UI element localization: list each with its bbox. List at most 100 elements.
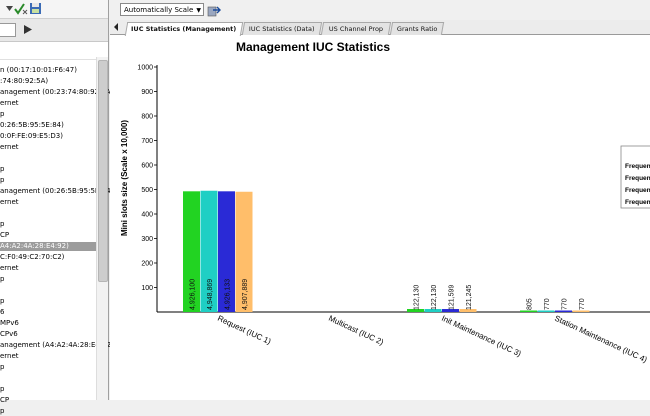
bar	[200, 190, 218, 312]
scale-select-value: Automatically Scale	[124, 6, 194, 14]
page-input[interactable]	[0, 23, 16, 37]
scrollbar-thumb[interactable]	[98, 60, 108, 282]
y-tick-label: 800	[141, 114, 153, 121]
data-label: 4,948,869	[207, 279, 214, 310]
check-filter-icon[interactable]	[14, 2, 28, 15]
tree-item[interactable]: p	[0, 220, 5, 228]
y-tick-label: 500	[141, 187, 153, 194]
navigation-bar	[0, 19, 108, 42]
tree-item[interactable]: ernet	[0, 352, 19, 360]
bar	[572, 310, 590, 312]
tree-item[interactable]: ernet	[0, 143, 19, 151]
y-tick-label: 600	[141, 163, 153, 170]
bar	[424, 309, 442, 312]
tree-item[interactable]: p	[0, 176, 5, 184]
data-label: 121,599	[448, 285, 455, 310]
y-tick-label: 700	[141, 138, 153, 145]
tab-scroll-left-icon[interactable]	[113, 23, 120, 31]
bar	[537, 310, 555, 312]
tree-item[interactable]: anagement (A4:A2:4A:28:E4:92	[0, 341, 112, 349]
bar	[459, 309, 477, 312]
tree-item[interactable]: MPv6	[0, 319, 19, 327]
tab-label: Grants Ratio	[396, 25, 438, 33]
y-tick-label: 900	[141, 89, 153, 96]
x-category-label: Station Maintenance (IUC 4)	[553, 314, 649, 365]
bar	[555, 310, 572, 312]
tree-item[interactable]: p	[0, 275, 5, 283]
tree-item[interactable]: :74:80:92:5A)	[0, 77, 49, 85]
data-label: 121,245	[466, 285, 473, 310]
tree-item[interactable]: 0:0F:FE:09:E5:D3)	[0, 132, 63, 140]
chart: Management IUC Statistics Mini slots siz…	[120, 40, 650, 365]
bar	[218, 191, 235, 312]
y-tick-label: 100	[141, 285, 153, 292]
x-category-label: Request (IUC 1)	[216, 314, 272, 347]
tree-item[interactable]: p	[0, 165, 5, 173]
tree-item[interactable]: p	[0, 385, 5, 393]
bar	[407, 309, 424, 312]
y-tick-label: 200	[141, 261, 153, 268]
tab-iuc-data[interactable]: IUC Statistics (Data)	[241, 22, 323, 35]
chart-pane: Automatically Scale ▼ IUC Statistics (Ma…	[110, 0, 650, 400]
bar	[442, 309, 459, 312]
tab-iuc-management[interactable]: IUC Statistics (Management)	[124, 22, 244, 36]
tree-item[interactable]: C:F0:49:C2:70:C2)	[0, 253, 65, 261]
tree-item[interactable]: CP	[0, 396, 10, 404]
tree-item[interactable]: ernet	[0, 264, 19, 272]
data-label: 122,130	[413, 285, 420, 310]
tree-pane: n (00:17:10:01:F6:47) :74:80:92:5A) anagem…	[0, 0, 113, 415]
tree-item[interactable]: ernet	[0, 198, 19, 206]
tree-item[interactable]: anagement (00:26:5B:95:5E:84)	[0, 187, 114, 195]
data-label: 770	[579, 298, 586, 310]
save-icon[interactable]	[29, 2, 42, 15]
legend-entry: Frequen	[625, 187, 650, 194]
data-label: 770	[544, 298, 551, 310]
legend-entry: Frequen	[625, 163, 650, 170]
legend-box	[620, 145, 650, 209]
tree-item[interactable]: p	[0, 363, 5, 371]
tree-item[interactable]: CPv6	[0, 330, 18, 338]
x-category-label: Multicast (IUC 2)	[327, 314, 385, 347]
legend-entry: Frequen	[625, 199, 650, 206]
bar	[235, 191, 253, 312]
tab-bar: IUC Statistics (Management) IUC Statisti…	[110, 20, 650, 36]
y-tick-label: 400	[141, 212, 153, 219]
tree-item[interactable]: anagement (00:23:74:80:92:5A)	[0, 88, 114, 96]
data-label: 805	[526, 298, 533, 310]
chart-title: Management IUC Statistics	[236, 40, 390, 54]
tree-scrollbar[interactable]	[96, 57, 108, 400]
tree-item[interactable]: A4:A2:4A:28:E4:92)	[0, 242, 97, 251]
tree-item[interactable]: 0:26:5B:95:5E:84)	[0, 121, 64, 129]
tab-grants-ratio[interactable]: Grants Ratio	[389, 22, 445, 35]
y-axis-label: Mini slots size (Scale x 10,000)	[120, 120, 129, 236]
tab-label: IUC Statistics (Management)	[131, 25, 237, 33]
tree-item[interactable]: p	[0, 297, 5, 305]
tab-label: IUC Statistics (Data)	[249, 25, 315, 33]
data-label: 4,926,133	[224, 279, 231, 310]
data-label: 770	[561, 298, 568, 310]
left-toolbar	[0, 0, 108, 19]
tree-item[interactable]: 6	[0, 308, 5, 316]
bar	[520, 310, 537, 312]
play-icon[interactable]	[23, 24, 33, 35]
tree-item[interactable]: CP	[0, 231, 10, 239]
legend-entry: Frequen	[625, 175, 650, 182]
tab-us-channel-prop[interactable]: US Channel Prop	[320, 22, 392, 35]
tree-item[interactable]: n (00:17:10:01:F6:47)	[0, 66, 77, 74]
export-icon[interactable]	[207, 3, 221, 17]
tab-label: US Channel Prop	[328, 25, 383, 33]
chevron-down-icon: ▼	[196, 7, 201, 14]
tree-item[interactable]: p	[0, 110, 5, 118]
tree-item[interactable]: ernet	[0, 99, 19, 107]
tree-item[interactable]: p	[0, 407, 5, 415]
tree-header	[0, 42, 108, 60]
data-label: 122,130	[431, 285, 438, 310]
data-label: 4,907,889	[242, 279, 249, 310]
y-tick-label: 1000	[137, 65, 153, 72]
dropdown-arrow-icon[interactable]	[4, 3, 15, 14]
data-label: 4,926,100	[189, 279, 196, 310]
x-category-label: Init Maintenance (IUC 3)	[440, 314, 523, 359]
scale-select[interactable]: Automatically Scale ▼	[120, 3, 204, 16]
y-tick-label: 300	[141, 236, 153, 243]
bar	[183, 191, 200, 312]
